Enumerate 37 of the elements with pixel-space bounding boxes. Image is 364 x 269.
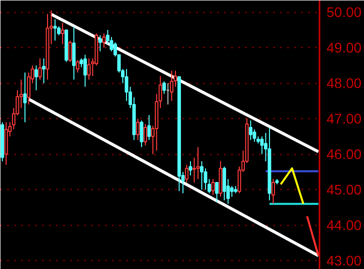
candlestick [23, 72, 27, 123]
candlestick [38, 58, 42, 80]
y-tick-label: 47.00 [326, 110, 362, 127]
candlestick [144, 124, 148, 146]
candlestick [188, 160, 192, 176]
y-tick-label: 49.00 [326, 40, 362, 56]
candlestick [83, 54, 87, 88]
y-tick-label: 50.00 [326, 4, 362, 20]
candlestick [87, 58, 91, 80]
candlestick [72, 26, 76, 80]
y-tick-label: 44.00 [326, 217, 362, 234]
candlestick [211, 178, 215, 196]
candlestick [102, 33, 106, 48]
candlestick [53, 18, 57, 42]
candlestick [222, 166, 226, 201]
candlestick [42, 58, 46, 84]
candlestick [196, 146, 200, 180]
candlestick [230, 186, 234, 198]
candlestick [184, 164, 188, 184]
candlestick [271, 178, 275, 204]
candlestick [34, 64, 38, 91]
y-tick-label: 48.00 [326, 75, 362, 92]
candlestick [147, 114, 151, 140]
candlestick [215, 182, 219, 203]
candlestick [76, 60, 80, 74]
y-tick-label: 43.00 [326, 252, 362, 269]
candlestick [170, 70, 174, 102]
candlestick [200, 160, 204, 190]
candlestick [68, 40, 72, 62]
candlestick [248, 120, 252, 140]
y-tick-label: 45.00 [326, 182, 362, 198]
candlestick [60, 22, 64, 45]
candlestick [162, 80, 166, 94]
candlestick [136, 118, 140, 140]
candlestick [140, 120, 144, 148]
y-tick-label: 46.00 [326, 146, 362, 162]
candlestick [98, 34, 102, 52]
